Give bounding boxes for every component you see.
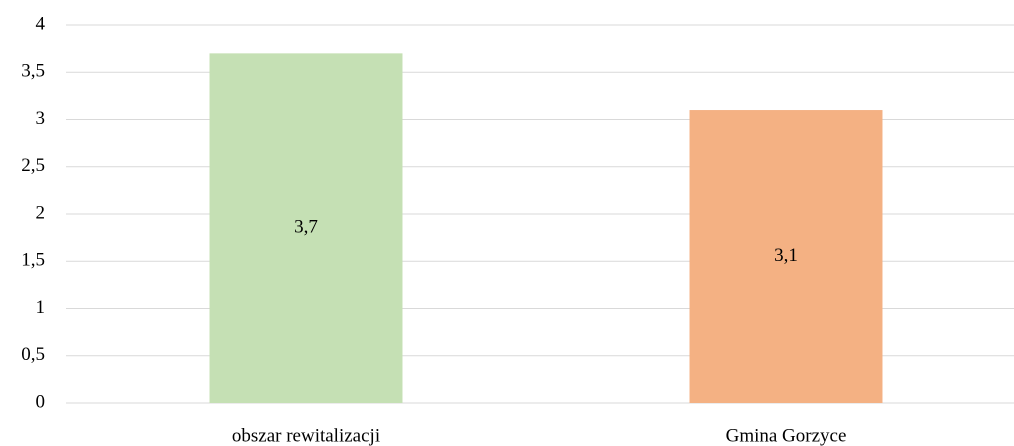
data-label: 3,1	[774, 245, 798, 266]
bar	[209, 53, 403, 403]
y-tick-label: 3,5	[21, 61, 45, 82]
y-tick-label: 0	[36, 391, 46, 412]
y-tick-label: 0,5	[21, 344, 45, 365]
x-tick-label: Gmina Gorzyce	[726, 425, 847, 446]
bar	[689, 110, 883, 404]
y-tick-label: 2,5	[21, 155, 45, 176]
y-tick-label: 3	[36, 108, 46, 129]
data-label: 3,7	[294, 217, 318, 238]
x-tick-label: obszar rewitalizacji	[232, 425, 380, 446]
y-tick-label: 1,5	[21, 250, 45, 271]
y-tick-label: 2	[36, 202, 46, 223]
y-tick-label: 4	[36, 13, 46, 34]
y-tick-label: 1	[36, 297, 46, 318]
